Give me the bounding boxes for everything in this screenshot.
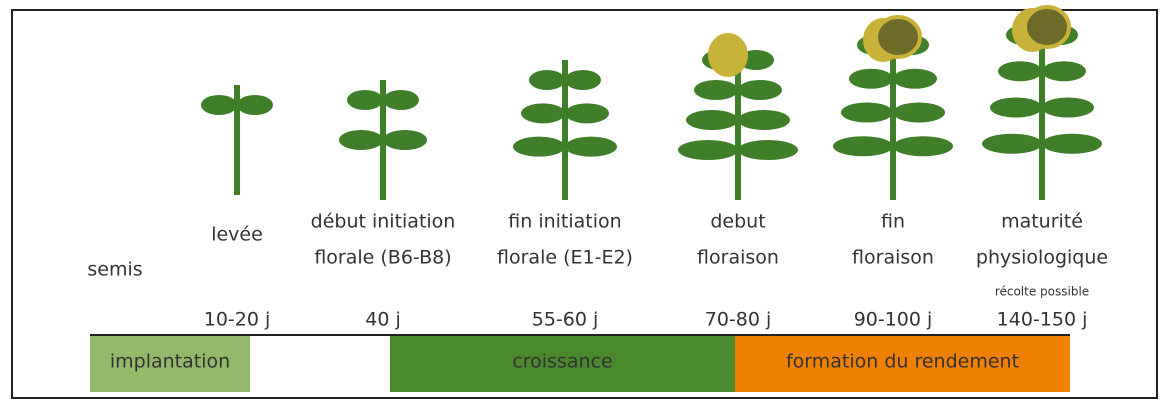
plant-leaf: [738, 80, 782, 100]
plant-leaf: [237, 95, 273, 115]
plant-leaf: [529, 70, 565, 90]
stage-label: fin initiation: [508, 211, 621, 233]
plant-leaf: [686, 110, 738, 130]
plant-leaf: [893, 103, 945, 123]
plant-leaf: [738, 140, 798, 160]
phase-label: formation du rendement: [786, 351, 1019, 373]
stage-days: 90-100 j: [854, 309, 933, 331]
plant-leaf: [513, 137, 565, 157]
stage-days: 55-60 j: [532, 309, 599, 331]
plant-leaf: [841, 103, 893, 123]
plant-head: [876, 17, 920, 57]
plant-leaf: [565, 70, 601, 90]
plant-leaf: [1042, 61, 1086, 81]
plant-leaf: [201, 95, 237, 115]
plant-leaf: [347, 90, 383, 110]
stage-note: récolte possible: [995, 285, 1089, 299]
stage-days: 70-80 j: [705, 309, 772, 331]
stage-label: fin: [881, 211, 905, 233]
plant-leaf: [565, 103, 609, 123]
page: semis levée 10-20 j début initiation florale…: [0, 0, 1169, 412]
diagram: semis levée 10-20 j début initiation florale…: [0, 0, 1169, 408]
stage-label: floraison: [852, 247, 934, 269]
plant-leaf: [1042, 98, 1094, 118]
plant-leaf: [893, 136, 953, 156]
plant-head: [1025, 7, 1069, 47]
plant-leaf: [1042, 134, 1102, 154]
stage-label: maturité: [1001, 211, 1083, 233]
plant-leaf: [521, 103, 565, 123]
stage-label: début initiation: [311, 211, 456, 233]
stage-label: floraison: [697, 247, 779, 269]
plant-leaf: [383, 90, 419, 110]
plant-flower: [708, 33, 748, 77]
stage-days: 10-20 j: [204, 309, 271, 331]
phase-label: croissance: [512, 351, 612, 373]
stage-days: 40 j: [365, 309, 401, 331]
stage-label: florale (B6-B8): [314, 247, 451, 269]
plant-leaf: [694, 80, 738, 100]
plant-leaf: [893, 69, 937, 89]
stage-label: levée: [211, 224, 263, 246]
plant-leaf: [849, 69, 893, 89]
stage-days: 140-150 j: [997, 309, 1088, 331]
plant-leaf: [833, 136, 893, 156]
plant-leaf: [678, 140, 738, 160]
plant-leaf: [998, 61, 1042, 81]
stage-label: physiologique: [976, 247, 1108, 269]
plant-leaf: [738, 110, 790, 130]
phase-label: implantation: [110, 351, 230, 373]
plant-leaf: [990, 98, 1042, 118]
plant-leaf: [565, 137, 617, 157]
plant-leaf: [339, 130, 383, 150]
plant-leaf: [982, 134, 1042, 154]
stage-label: florale (E1-E2): [497, 247, 633, 269]
stage-label: semis: [87, 259, 142, 281]
stage-label: debut: [710, 211, 765, 233]
plant-leaf: [383, 130, 427, 150]
